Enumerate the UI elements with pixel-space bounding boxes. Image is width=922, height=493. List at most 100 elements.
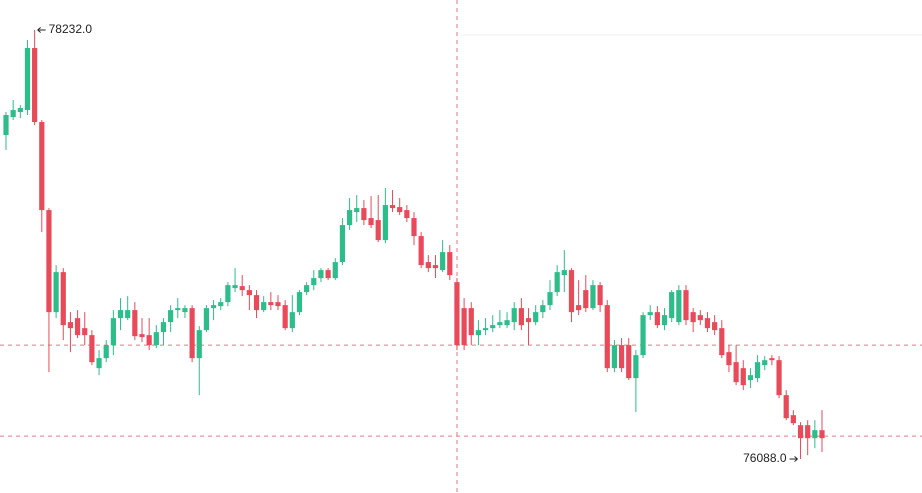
candle-body (733, 362, 739, 383)
candle-body (368, 218, 374, 226)
candle-body (669, 292, 675, 319)
candle-body (747, 375, 754, 381)
candle-body (790, 415, 796, 424)
candle-body (740, 368, 746, 386)
candle-body (210, 305, 217, 309)
candle-body (704, 318, 711, 329)
candle-body (690, 312, 696, 323)
candle-body (382, 205, 388, 241)
candle-body (153, 332, 159, 346)
candle-body (82, 328, 88, 336)
candle-body (440, 252, 446, 271)
candle-body (110, 318, 116, 346)
candle-body (189, 308, 195, 359)
candle-body (389, 205, 396, 209)
candle-body (490, 325, 496, 329)
candle-body (339, 225, 346, 263)
candle-body (654, 312, 660, 326)
candle-body (10, 110, 16, 118)
candle-body (296, 292, 303, 313)
candle-body (225, 285, 231, 303)
candle-body (232, 285, 238, 289)
candle-body (39, 122, 45, 211)
candle-body (253, 295, 260, 311)
candle-body (60, 272, 66, 326)
candle-body (468, 308, 474, 336)
candle-body (576, 305, 582, 311)
candle-body (404, 210, 410, 219)
candle-body (511, 308, 517, 323)
candle-body (568, 270, 575, 313)
candle-body (726, 352, 732, 366)
candle-body (540, 305, 546, 313)
candle-body (633, 355, 639, 379)
candle-body (203, 308, 210, 331)
candle-body (168, 310, 174, 323)
candle-body (46, 210, 52, 313)
candle-body (3, 115, 9, 136)
candle-body (160, 322, 167, 333)
candle-body (125, 310, 131, 319)
candle-body (719, 328, 725, 356)
candle-body (175, 308, 181, 311)
candle-body (461, 308, 467, 346)
candle-body (812, 430, 818, 439)
candle-body (261, 302, 267, 311)
candle-body (103, 345, 109, 359)
candle-body (504, 320, 510, 326)
candle-body (819, 430, 825, 439)
candle-body (769, 358, 775, 361)
candle-body (533, 312, 539, 323)
candle-body (697, 315, 703, 321)
candle-body (24, 48, 31, 111)
candle-body (475, 330, 482, 336)
candle-body (640, 315, 646, 356)
candle-body (411, 218, 417, 237)
candle-body (304, 285, 310, 293)
candle-body (397, 207, 403, 213)
candle-body (354, 208, 360, 213)
candle-body (146, 335, 152, 346)
candle-body (425, 262, 431, 269)
candle-body (482, 328, 489, 331)
candle-body (497, 322, 503, 326)
max-label: 78232.0 (49, 22, 93, 36)
candle-body (53, 272, 59, 313)
candle-body (418, 236, 424, 266)
candle-body (626, 345, 632, 379)
candle-body (797, 425, 804, 439)
candle-body (275, 302, 281, 307)
candle-body (604, 305, 610, 369)
candle-body (132, 310, 138, 337)
candle-body (611, 345, 618, 369)
candle-body (561, 270, 567, 276)
candle-body (805, 425, 811, 439)
candle-body (676, 290, 682, 323)
candle-body (196, 330, 202, 359)
candle-body (346, 210, 353, 226)
candle-body (246, 290, 252, 296)
candle-body (583, 290, 589, 309)
candle-body (712, 322, 718, 331)
candle-body (683, 290, 689, 321)
candle-body (647, 312, 653, 316)
min-label: 76088.0 (743, 451, 787, 465)
candle-body (454, 282, 460, 346)
candle-body (268, 302, 274, 306)
max-arrow (37, 27, 46, 33)
candle-body (96, 358, 102, 369)
candle-body (525, 318, 532, 323)
candle-body (325, 270, 331, 279)
candle-body (554, 272, 560, 293)
candle-body (590, 285, 596, 309)
candle-body (67, 322, 74, 329)
candle-body (182, 308, 188, 313)
candle-body (89, 335, 95, 363)
candle-body (432, 265, 439, 269)
candle-body (754, 362, 761, 379)
candle-body (318, 270, 324, 279)
candle-body (361, 208, 367, 221)
candle-body (117, 310, 124, 319)
candle-body (32, 48, 38, 123)
